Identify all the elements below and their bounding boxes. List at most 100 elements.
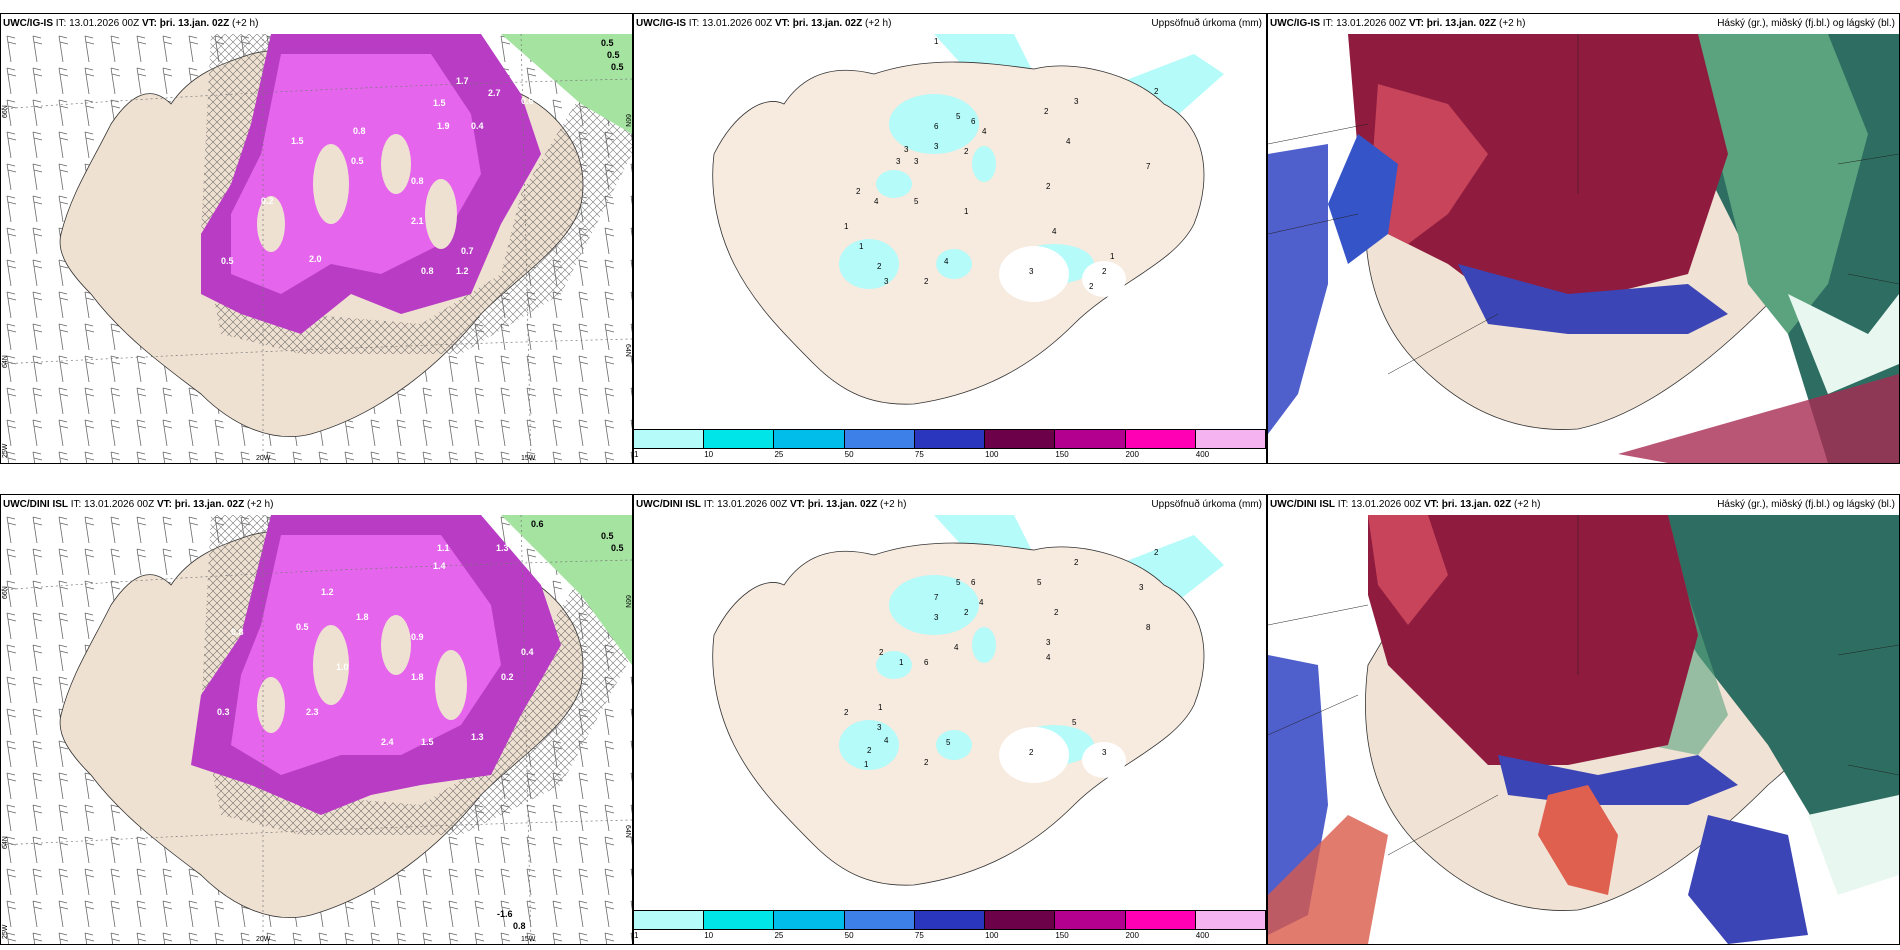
- lon-label: 15W: [521, 455, 536, 462]
- colorbar-tick: 25: [774, 931, 784, 940]
- precip-label: 1: [844, 222, 849, 231]
- lat-label: 66N: [624, 595, 631, 608]
- colorbar-tick: 50: [844, 931, 854, 940]
- temp-label: 0.5: [601, 38, 614, 48]
- colorbar-segment: [704, 429, 775, 449]
- temperature-labels: 0.6 0.5 0.5 1.1 1.4 1.3 1.2 0.8 0.9 1.8 …: [217, 519, 624, 931]
- colorbar-segment: [1055, 910, 1126, 930]
- temp-label: 1.8: [356, 612, 369, 622]
- colorbar-segment: [914, 429, 986, 449]
- precip-label: 4: [979, 598, 984, 607]
- precip-label: 2: [879, 648, 884, 657]
- panel-header: UWC/IG-IS IT: 13.01.2026 00Z VT: þri. 13…: [1268, 14, 1899, 34]
- precip-label: 2: [856, 187, 861, 196]
- precip-label: 7: [1146, 162, 1151, 171]
- precip-label: 5: [914, 197, 919, 206]
- temp-label: 0.4: [471, 121, 484, 131]
- precip-label: 6: [924, 658, 929, 667]
- colorbar-segment: [634, 910, 705, 930]
- precip-label: 2: [964, 608, 969, 617]
- temp-label: 0.7: [461, 246, 474, 256]
- precip-label: 2: [1029, 748, 1034, 757]
- colorbar-tick: 50: [844, 450, 854, 459]
- precip-label: 3: [1029, 267, 1034, 276]
- colorbar-segment: [1125, 429, 1196, 449]
- colorbar-segment: [1055, 429, 1126, 449]
- precip-label: 2: [964, 147, 969, 156]
- colorbar-segment: [914, 910, 986, 930]
- colorbar-tick: 10: [704, 931, 714, 940]
- colorbar-segment: [704, 910, 775, 930]
- precip-label: 2: [844, 708, 849, 717]
- colorbar-segment: [1195, 910, 1266, 930]
- colorbar-segment: [844, 910, 915, 930]
- panel-precip-bottom: UWC/DINI ISL IT: 13.01.2026 00Z VT: þri.…: [633, 494, 1267, 945]
- lat-label: 66N: [624, 114, 631, 127]
- precip-label: 1: [934, 37, 939, 46]
- colorbar-tick: 10: [704, 450, 714, 459]
- precip-label: 4: [1066, 137, 1071, 146]
- colorbar: 1 10 25 50 75 100 150 200 400: [634, 910, 1266, 944]
- colorbar-segment: [1195, 429, 1266, 449]
- precip-label: 6: [971, 117, 976, 126]
- precip-label: 1: [864, 760, 869, 769]
- precip-title: Uppsöfnuð úrkoma (mm): [1151, 18, 1262, 29]
- precip-label: 4: [944, 257, 949, 266]
- temp-label: 0.8: [513, 921, 526, 931]
- panel-header: UWC/IG-IS IT: 13.01.2026 00Z VT: þri. 13…: [3, 18, 259, 29]
- temperature-labels: 0.5 0.5 0.5 1.7 1.5 2.7 0.6 1.9 0.4 2.1 …: [221, 38, 624, 276]
- colorbar-segment: [634, 429, 705, 449]
- temp-label: 2.1: [411, 216, 424, 226]
- precip-label: 2: [924, 758, 929, 767]
- panel-header: UWC/DINI ISL IT: 13.01.2026 00Z VT: þri.…: [1268, 495, 1899, 515]
- precip-label: 4: [1046, 653, 1051, 662]
- temp-label: 1.5: [433, 98, 446, 108]
- precip-label: 2: [1046, 182, 1051, 191]
- panel-header: UWC/IG-IS IT: 13.01.2026 00Z VT: þri. 13…: [634, 14, 1266, 34]
- lat-label: 66N: [2, 105, 9, 118]
- temp-label: 1.3: [496, 543, 509, 553]
- temp-label: 0.8: [353, 126, 366, 136]
- temp-label: 1.5: [421, 737, 434, 747]
- precip-label: 1: [878, 703, 883, 712]
- temp-label: 0.6: [531, 519, 544, 529]
- temp-label: 1.2: [456, 266, 469, 276]
- temp-label: 0.4: [521, 647, 534, 657]
- temp-label: 0.5: [296, 622, 309, 632]
- precip-label: 3: [934, 142, 939, 151]
- precip-label: 7: [934, 593, 939, 602]
- panel-precip-top: UWC/IG-IS IT: 13.01.2026 00Z VT: þri. 13…: [633, 13, 1267, 464]
- panel-temp-top: UWC/IG-IS IT: 13.01.2026 00Z VT: þri. 13…: [0, 13, 633, 464]
- lat-label: 64N: [2, 355, 9, 368]
- colorbar-segment: [774, 910, 845, 930]
- precip-label: 6: [934, 122, 939, 131]
- precip-label: 2: [1074, 558, 1079, 567]
- colorbar-tick: 1: [634, 931, 639, 940]
- cloud-map: [1268, 34, 1899, 463]
- temp-label: 1.7: [456, 76, 469, 86]
- precip-label: 1: [1110, 252, 1115, 261]
- precip-label: 2: [924, 277, 929, 286]
- lon-label: 25W: [2, 443, 9, 458]
- temp-label: 0.8: [421, 266, 434, 276]
- panel-cloud-top: UWC/IG-IS IT: 13.01.2026 00Z VT: þri. 13…: [1267, 13, 1900, 464]
- colorbar-tick: 200: [1125, 931, 1139, 940]
- precip-label: 2: [867, 746, 872, 755]
- temp-label: 2.0: [309, 254, 322, 264]
- colorbar-segment: [844, 429, 915, 449]
- precip-label: 4: [1052, 227, 1057, 236]
- temp-label: 0.9: [411, 632, 424, 642]
- temp-label: 2.4: [381, 737, 394, 747]
- temp-label: 0.3: [217, 707, 230, 717]
- lat-label: 64N: [2, 836, 9, 849]
- temp-label: 0.2: [261, 196, 274, 206]
- colorbar-tick: 150: [1055, 450, 1069, 459]
- precip-title: Uppsöfnuð úrkoma (mm): [1151, 499, 1262, 510]
- precip-label: 3: [914, 157, 919, 166]
- temp-label: 1.8: [411, 672, 424, 682]
- temperature-map: 0.5 0.5 0.5 1.7 1.5 2.7 0.6 1.9 0.4 2.1 …: [1, 34, 632, 463]
- precip-label: 5: [956, 112, 961, 121]
- lon-label: 15W: [521, 936, 536, 943]
- colorbar-tick: 150: [1055, 931, 1069, 940]
- colorbar-segment: [985, 429, 1056, 449]
